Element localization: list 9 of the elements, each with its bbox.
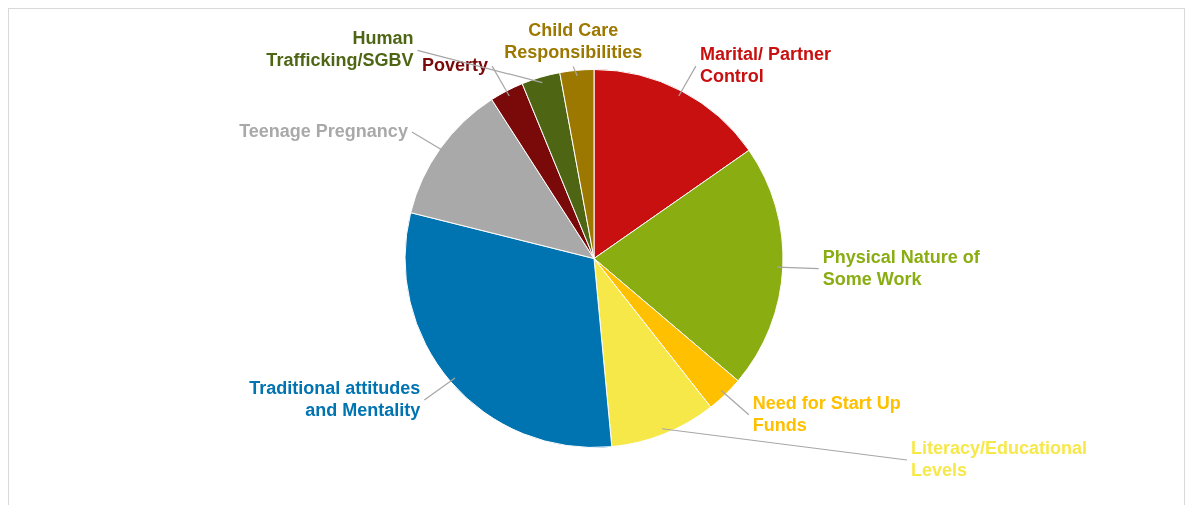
slice-label: Need for Start Up Funds xyxy=(752,392,901,435)
slice-label: Teenage Pregnancy xyxy=(239,121,408,142)
slice-label: Literacy/Educational Levels xyxy=(910,437,1088,480)
slice-label: Marital/ Partner Control xyxy=(699,44,831,87)
slice-label: Physical Nature of Some Work xyxy=(822,246,981,289)
slice-label: Human Trafficking/SGBV xyxy=(266,28,414,71)
slice-label: Poverty xyxy=(422,55,489,76)
slice-label: Child Care Responsibilities xyxy=(504,20,643,63)
slice-label: Traditional attitudes and Mentality xyxy=(249,377,421,420)
